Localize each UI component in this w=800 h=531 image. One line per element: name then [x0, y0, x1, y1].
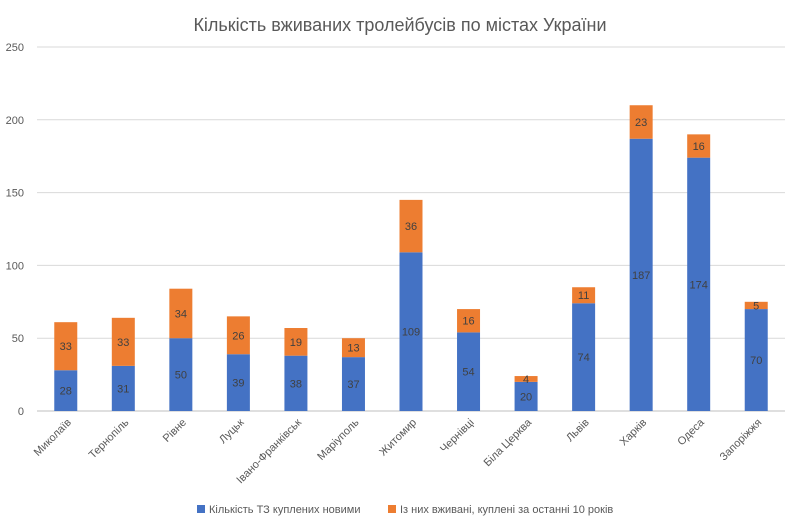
bars: [54, 105, 768, 411]
bar-new: [457, 332, 481, 411]
y-tick-label: 250: [6, 42, 24, 54]
bar-new: [744, 309, 768, 411]
bar-new: [341, 357, 365, 411]
y-tick-label: 200: [6, 115, 24, 127]
bar-used: [54, 322, 78, 371]
data-label-new: 54: [462, 367, 474, 379]
bar-new: [54, 370, 78, 411]
legend-label-new: Кількість ТЗ куплених новими: [209, 504, 360, 516]
x-category-label: Тернопіль: [87, 416, 132, 461]
x-category-label: Луцьк: [217, 417, 247, 447]
data-label-new: 74: [577, 352, 589, 364]
legend-swatch-used: [388, 505, 396, 513]
x-category-label: Житомир: [377, 417, 419, 459]
data-label-new: 37: [347, 379, 359, 391]
data-label-used: 33: [117, 337, 129, 349]
data-label-used: 4: [523, 374, 529, 386]
data-label-used: 34: [175, 308, 187, 320]
data-label-new: 109: [402, 327, 420, 339]
data-label-used: 13: [347, 343, 359, 355]
legend: Кількість ТЗ куплених новими Із них вжив…: [197, 504, 613, 516]
bar-used: [572, 287, 596, 304]
data-label-new: 187: [632, 270, 650, 282]
bar-used: [687, 134, 711, 158]
x-category-label: Івано-Франківськ: [234, 417, 304, 487]
bar-new: [687, 157, 711, 411]
data-label-new: 70: [750, 355, 762, 367]
data-label-used: 36: [405, 221, 417, 233]
bar-used: [629, 105, 653, 139]
data-label-used: 33: [60, 341, 72, 353]
y-axis-ticks: 0 50 100 150 200 250: [6, 42, 24, 418]
legend-label-used: Із них вживані, куплені за останні 10 ро…: [400, 504, 613, 516]
data-label-used: 19: [290, 337, 302, 349]
bar-new: [111, 365, 135, 411]
bar-new: [572, 303, 596, 411]
bar-new: [399, 252, 423, 411]
data-labels: 28 33 31 33 50 34 39 26 38 19 37 13 109 36 54 16 20 4 74 11…: [60, 117, 763, 403]
x-category-label: Миколаїв: [32, 417, 74, 459]
x-axis-categories: Миколаїв Тернопіль Рівне ЛуцькІвано-Франків…: [32, 416, 765, 486]
data-label-new: 174: [690, 279, 708, 291]
data-label-used: 5: [753, 300, 759, 312]
data-label-used: 23: [635, 117, 647, 129]
data-label-used: 16: [462, 316, 474, 328]
x-category-label: Рівне: [161, 417, 189, 445]
bar-used: [111, 317, 135, 366]
bar-used: [226, 316, 250, 355]
bar-new: [514, 381, 538, 411]
x-category-label: Харків: [618, 417, 650, 449]
bar-used: [514, 376, 538, 382]
bar-used: [169, 288, 193, 339]
y-tick-label: 100: [6, 260, 24, 272]
x-category-label: Запоріжжя: [718, 417, 765, 464]
data-label-new: 39: [232, 378, 244, 390]
bar-used: [399, 199, 423, 253]
y-tick-label: 150: [6, 188, 24, 200]
data-label-new: 38: [290, 378, 302, 390]
data-label-used: 26: [232, 330, 244, 342]
legend-swatch-new: [197, 505, 205, 513]
x-category-label: Одеса: [675, 416, 707, 448]
x-category-label: Біла Церква: [482, 416, 535, 469]
data-label-new: 31: [117, 383, 129, 395]
bar-used: [457, 309, 481, 333]
y-tick-label: 50: [12, 333, 24, 345]
x-category-label: Маріуполь: [315, 416, 361, 462]
bar-new: [169, 338, 193, 411]
bar-new: [284, 355, 308, 411]
data-label-new: 28: [60, 386, 72, 398]
x-category-label: Львів: [564, 417, 592, 445]
data-label-used: 11: [578, 290, 589, 302]
x-category-label: Чернівці: [438, 417, 477, 456]
bar-used: [744, 301, 768, 310]
chart-title: Кількість вживаних тролейбусів по містах…: [193, 15, 606, 35]
bar-new: [226, 354, 250, 411]
bar-used: [284, 328, 308, 356]
data-label-used: 16: [693, 141, 705, 153]
y-tick-label: 0: [18, 406, 24, 418]
bar-new: [629, 138, 653, 411]
data-label-new: 50: [175, 370, 187, 382]
data-label-new: 20: [520, 391, 532, 403]
bar-used: [341, 338, 365, 358]
